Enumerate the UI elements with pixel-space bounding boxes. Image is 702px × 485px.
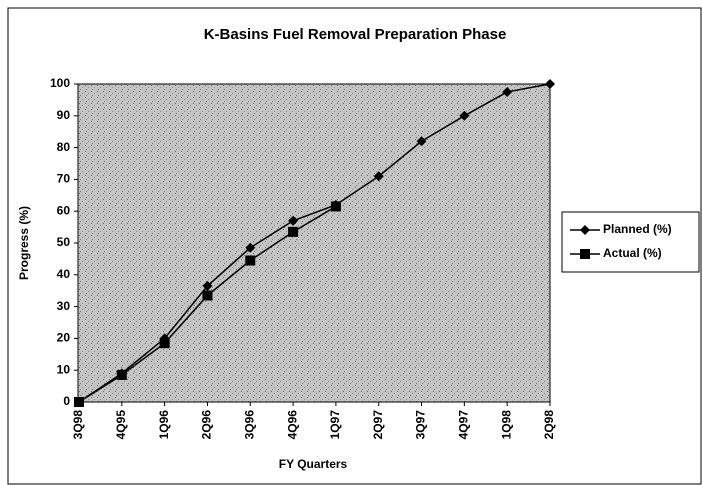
y-tick-label: 30 <box>57 299 71 313</box>
marker <box>159 338 170 349</box>
x-tick-label: 3Q96 <box>242 410 256 440</box>
marker <box>288 226 299 237</box>
x-tick-label: 2Q97 <box>371 410 385 440</box>
x-tick-label: 1Q97 <box>328 410 342 440</box>
series-line <box>78 83 551 403</box>
x-tick-label: 1Q96 <box>157 410 171 440</box>
marker <box>580 249 590 259</box>
y-tick-label: 90 <box>57 108 71 122</box>
y-tick-label: 20 <box>57 331 71 345</box>
marker <box>245 255 256 266</box>
marker <box>580 225 590 235</box>
marker <box>288 215 299 226</box>
marker <box>202 280 213 291</box>
x-tick-label: 2Q98 <box>542 410 556 440</box>
marker <box>416 136 427 147</box>
x-tick-label: 4Q96 <box>285 410 299 440</box>
x-tick-label: 4Q97 <box>457 410 471 440</box>
x-axis-label: FY Quarters <box>279 457 348 471</box>
y-tick-label: 80 <box>57 140 71 154</box>
marker <box>116 369 127 380</box>
marker <box>373 171 384 182</box>
y-axis-label: Progress (%) <box>17 206 31 280</box>
y-tick-label: 40 <box>57 267 71 281</box>
marker <box>545 79 555 89</box>
marker <box>74 397 84 407</box>
y-tick-label: 100 <box>50 76 70 90</box>
x-tick-label: 4Q95 <box>114 410 128 440</box>
marker <box>502 86 513 97</box>
x-tick-label: 3Q97 <box>414 410 428 440</box>
x-tick-label: 1Q98 <box>499 410 513 440</box>
marker <box>245 242 256 253</box>
marker <box>459 110 470 121</box>
x-tick-label: 3Q98 <box>71 410 85 440</box>
legend-label: Planned (%) <box>603 222 672 236</box>
x-tick-label: 2Q96 <box>200 410 214 440</box>
y-tick-label: 60 <box>57 203 71 217</box>
marker <box>330 201 341 212</box>
y-tick-label: 10 <box>57 362 71 376</box>
legend <box>561 211 700 273</box>
y-tick-label: 50 <box>57 235 71 249</box>
legend-label: Actual (%) <box>603 246 662 260</box>
y-tick-label: 0 <box>63 394 70 408</box>
y-tick-label: 70 <box>57 172 71 186</box>
chart-title: K-Basins Fuel Removal Preparation Phase <box>204 26 507 43</box>
marker <box>202 290 213 301</box>
